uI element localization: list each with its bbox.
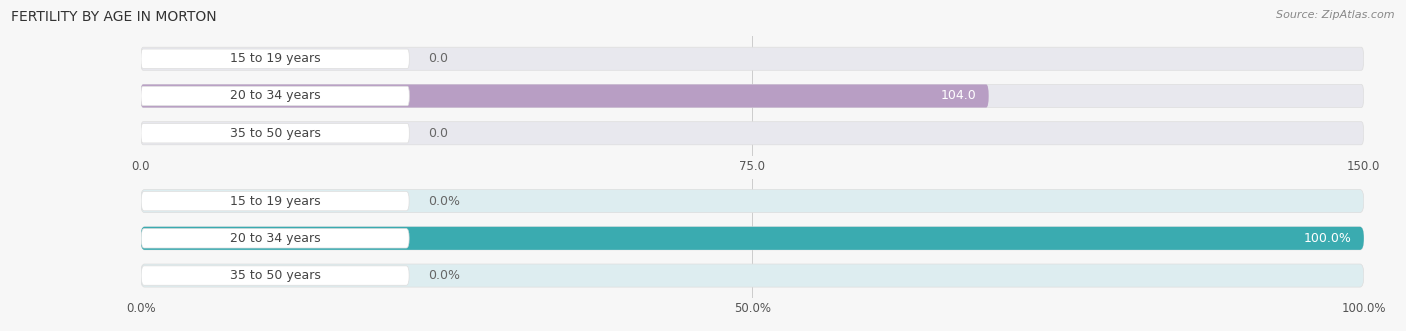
FancyBboxPatch shape (141, 84, 988, 108)
Text: 35 to 50 years: 35 to 50 years (229, 269, 321, 282)
FancyBboxPatch shape (141, 264, 1364, 287)
FancyBboxPatch shape (141, 49, 409, 69)
Text: 0.0%: 0.0% (427, 195, 460, 208)
Text: 0.0: 0.0 (427, 52, 449, 65)
Text: FERTILITY BY AGE IN MORTON: FERTILITY BY AGE IN MORTON (11, 10, 217, 24)
FancyBboxPatch shape (141, 84, 1364, 108)
FancyBboxPatch shape (141, 86, 409, 106)
Text: 20 to 34 years: 20 to 34 years (229, 232, 321, 245)
FancyBboxPatch shape (141, 191, 409, 211)
FancyBboxPatch shape (141, 266, 409, 285)
Text: 15 to 19 years: 15 to 19 years (229, 52, 321, 65)
FancyBboxPatch shape (141, 227, 1364, 250)
Text: 15 to 19 years: 15 to 19 years (229, 195, 321, 208)
Text: 35 to 50 years: 35 to 50 years (229, 127, 321, 140)
FancyBboxPatch shape (141, 122, 1364, 145)
Text: 0.0: 0.0 (427, 127, 449, 140)
FancyBboxPatch shape (141, 227, 1364, 250)
FancyBboxPatch shape (141, 190, 1364, 213)
Text: 20 to 34 years: 20 to 34 years (229, 89, 321, 103)
FancyBboxPatch shape (141, 229, 409, 248)
FancyBboxPatch shape (141, 123, 409, 143)
Text: 100.0%: 100.0% (1303, 232, 1351, 245)
Text: Source: ZipAtlas.com: Source: ZipAtlas.com (1277, 10, 1395, 20)
Text: 0.0%: 0.0% (427, 269, 460, 282)
Text: 104.0: 104.0 (941, 89, 976, 103)
FancyBboxPatch shape (141, 47, 1364, 70)
